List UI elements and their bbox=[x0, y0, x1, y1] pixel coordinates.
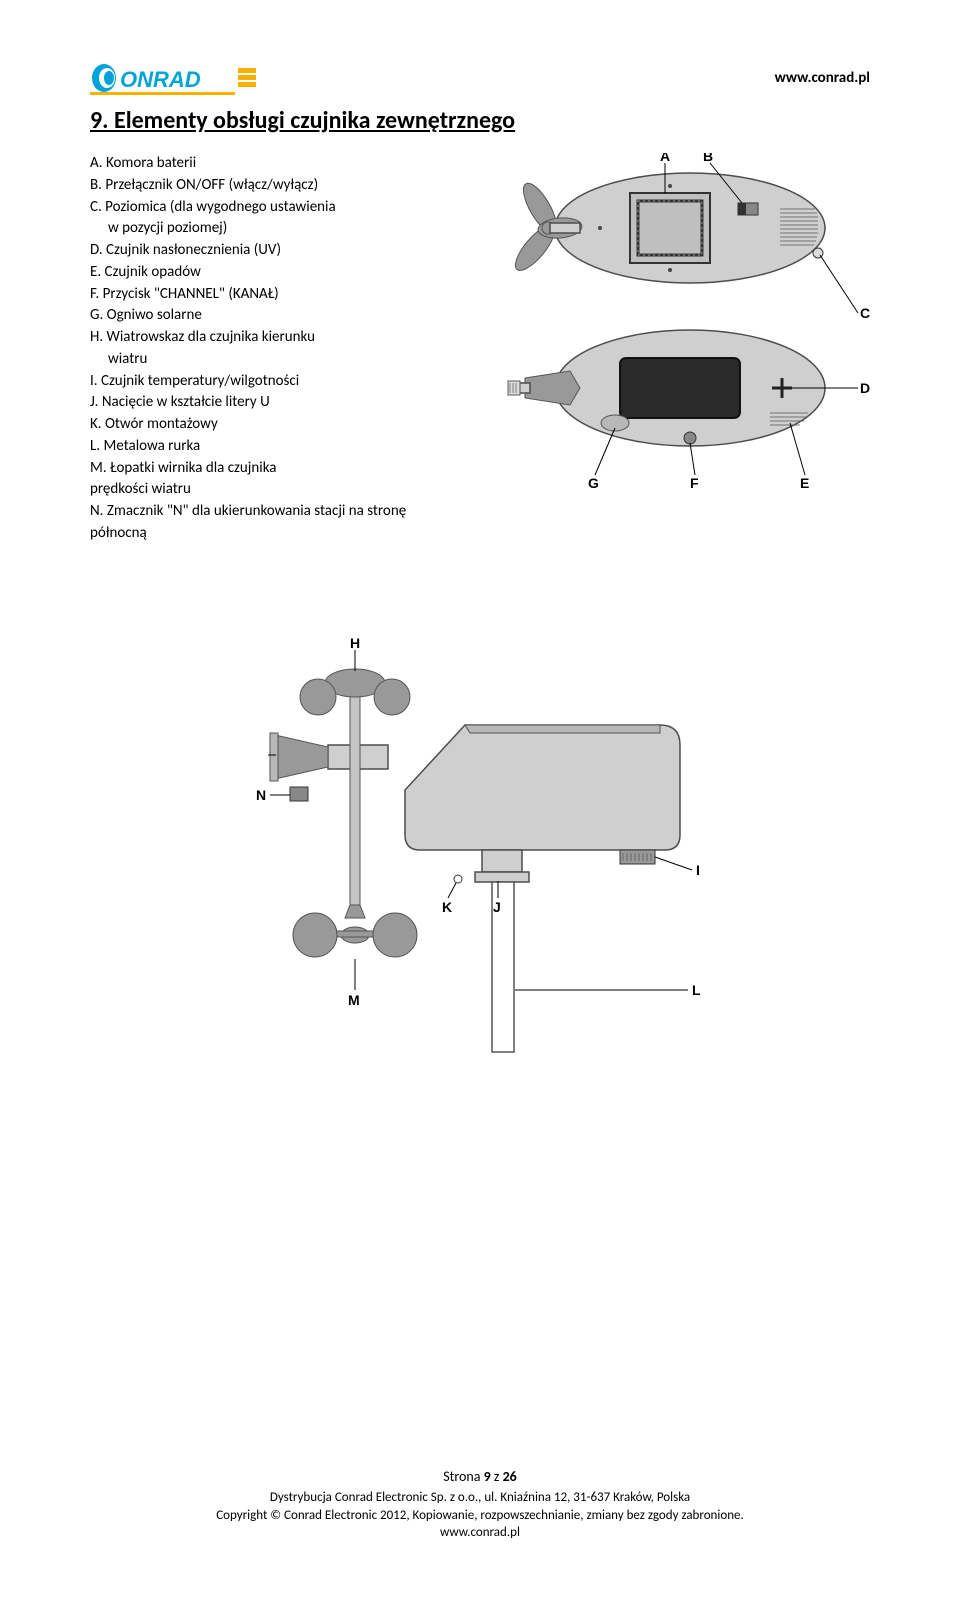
svg-text:J: J bbox=[493, 899, 501, 915]
item-k: K. Otwór montażowy bbox=[90, 414, 420, 436]
item-m-2: prędkości wiatru bbox=[90, 479, 420, 501]
figure-top-col: A B C D E F G bbox=[420, 153, 870, 493]
header-url: www.conrad.pl bbox=[775, 69, 870, 87]
item-n: N. Zmacznik "N" dla ukierunkowania stacj… bbox=[90, 501, 420, 545]
page-mid: z bbox=[491, 1468, 503, 1485]
item-b: B. Przełącznik ON/OFF (włącz/wyłącz) bbox=[90, 175, 420, 197]
item-m-1: M. Łopatki wirnika dla czujnika bbox=[90, 458, 420, 480]
svg-text:L: L bbox=[692, 982, 701, 998]
svg-text:N: N bbox=[256, 787, 266, 803]
svg-text:B: B bbox=[703, 153, 713, 164]
item-i: I. Czujnik temperatury/wilgotności bbox=[90, 371, 420, 393]
page-current: 9 bbox=[484, 1468, 491, 1485]
legend-text: A. Komora baterii B. Przełącznik ON/OFF … bbox=[90, 153, 420, 545]
header: ONRAD www.conrad.pl bbox=[90, 60, 870, 96]
item-c-2: w pozycji poziomej) bbox=[90, 218, 420, 240]
footer-line3: www.conrad.pl bbox=[0, 1524, 960, 1542]
item-h-1: H. Wiatrowskaz dla czujnika kierunku bbox=[90, 327, 420, 349]
item-c-1: C. Poziomica (dla wygodnego ustawienia bbox=[90, 197, 420, 219]
footer: Strona 9 z 26 Dystrybucja Conrad Electro… bbox=[0, 1468, 960, 1542]
page-number: Strona 9 z 26 bbox=[0, 1468, 960, 1487]
item-e: E. Czujnik opadów bbox=[90, 262, 420, 284]
svg-text:E: E bbox=[800, 475, 809, 491]
item-h-2: wiatru bbox=[90, 349, 420, 371]
sensor-side-diagram: H I J K L M N bbox=[220, 635, 740, 1055]
item-a: A. Komora baterii bbox=[90, 153, 420, 175]
svg-text:C: C bbox=[860, 305, 870, 321]
footer-line2: Copyright © Conrad Electronic 2012, Kopi… bbox=[0, 1507, 960, 1525]
item-d: D. Czujnik nasłonecznienia (UV) bbox=[90, 240, 420, 262]
footer-line1: Dystrybucja Conrad Electronic Sp. z o.o.… bbox=[0, 1489, 960, 1507]
svg-text:I: I bbox=[696, 862, 700, 878]
item-g: G. Ogniwo solarne bbox=[90, 305, 420, 327]
sensor-top-diagram: A B C D E F G bbox=[440, 153, 870, 493]
svg-text:A: A bbox=[660, 153, 670, 164]
content-row: A. Komora baterii B. Przełącznik ON/OFF … bbox=[90, 153, 870, 545]
page-prefix: Strona bbox=[443, 1468, 483, 1485]
item-f: F. Przycisk "CHANNEL" (KANAŁ) bbox=[90, 284, 420, 306]
svg-text:H: H bbox=[350, 635, 360, 651]
figure-bottom-wrap: H I J K L M N bbox=[90, 635, 870, 1055]
svg-text:ONRAD: ONRAD bbox=[120, 67, 201, 92]
svg-text:D: D bbox=[860, 380, 870, 396]
svg-text:G: G bbox=[588, 475, 599, 491]
svg-text:K: K bbox=[442, 899, 452, 915]
page-total: 26 bbox=[503, 1468, 517, 1485]
item-l: L. Metalowa rurka bbox=[90, 436, 420, 458]
svg-text:F: F bbox=[690, 475, 699, 491]
conrad-logo: ONRAD bbox=[90, 60, 260, 96]
svg-text:M: M bbox=[348, 992, 360, 1008]
item-j: J. Nacięcie w kształcie litery U bbox=[90, 392, 420, 414]
section-title: 9. Elementy obsługi czujnika zewnętrzneg… bbox=[90, 106, 870, 135]
page-container: ONRAD www.conrad.pl 9. Elementy obsługi … bbox=[0, 0, 960, 1597]
